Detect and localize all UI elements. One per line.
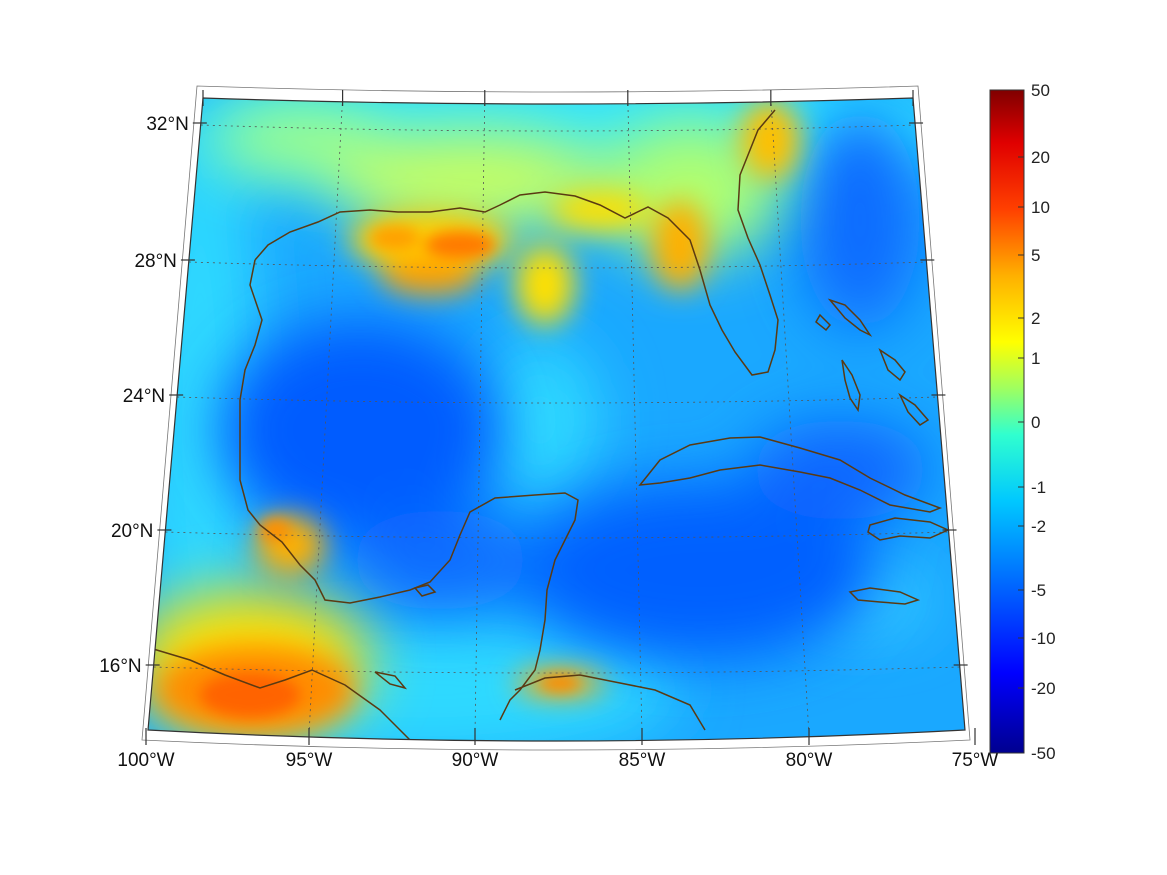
lon-tick-label: 85°W <box>619 750 666 771</box>
lon-tick-label: 95°W <box>286 750 333 771</box>
colorbar-tick-label: 10 <box>1031 198 1050 217</box>
lat-tick-label: 28°N <box>134 251 176 272</box>
lat-tick-label: 16°N <box>99 656 141 677</box>
graticule-parallel <box>153 666 960 674</box>
colorbar-tick-label: 2 <box>1031 309 1040 328</box>
graticule-meridian <box>627 98 643 736</box>
lon-tick-label: 100°W <box>117 750 174 771</box>
colorbar-tick-label: 50 <box>1031 81 1050 100</box>
colorbar-tick-label: 0 <box>1031 413 1040 432</box>
colorbar-tick-label: -1 <box>1031 478 1046 497</box>
lat-tick-label: 24°N <box>123 386 165 407</box>
coastline <box>149 109 950 741</box>
graticule-parallel <box>177 396 938 404</box>
colorbar-tick-label: 5 <box>1031 246 1040 265</box>
longitude-axis: 100°W 95°W 90°W 85°W 80°W 75°W <box>117 90 998 771</box>
colorbar-tick-label: -5 <box>1031 581 1046 600</box>
colorbar-tick-label: 20 <box>1031 148 1050 167</box>
graticule-meridian <box>308 98 344 736</box>
colorbar-tick-label: 1 <box>1031 349 1040 368</box>
lon-tick-label: 80°W <box>786 750 833 771</box>
colorbar-tick-label: -20 <box>1031 679 1056 698</box>
lat-tick-label: 20°N <box>111 521 153 542</box>
graticule-parallel <box>165 531 949 539</box>
graticule-meridian <box>474 98 486 736</box>
colorbar-tick-label: -10 <box>1031 629 1056 648</box>
graticule-meridian <box>770 98 810 736</box>
colorbar-tick-label: -50 <box>1031 744 1056 763</box>
map-frame-outer <box>141 85 971 751</box>
field-map <box>148 98 965 741</box>
graticule-parallel <box>200 124 916 132</box>
lat-tick-label: 32°N <box>146 114 188 135</box>
colorbar-tick-label: -2 <box>1031 517 1046 536</box>
map-frame <box>147 97 966 742</box>
latitude-axis: 32°N 28°N 24°N 20°N 16°N <box>99 114 968 677</box>
lon-tick-label: 90°W <box>452 750 499 771</box>
lon-tick-label: 75°W <box>952 750 999 771</box>
